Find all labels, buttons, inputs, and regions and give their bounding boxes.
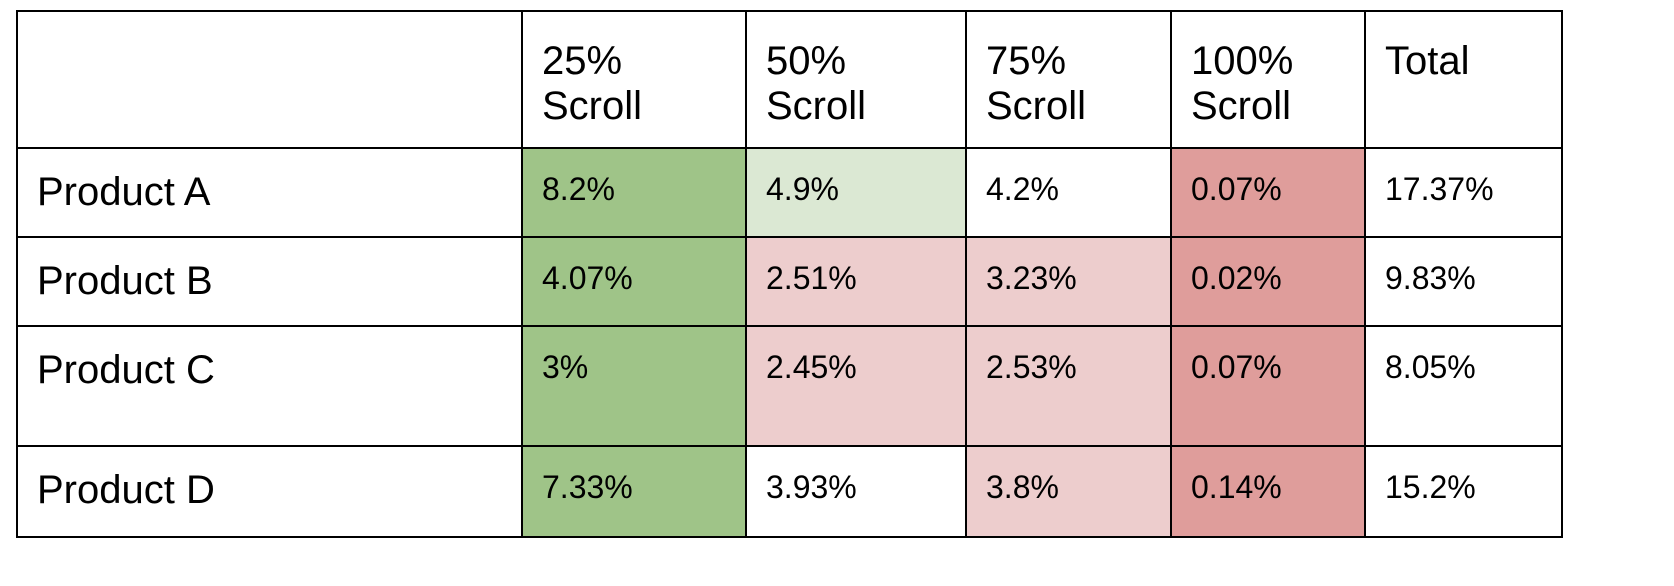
row-label: Product B: [16, 236, 523, 327]
column-header-line: Scroll: [766, 84, 867, 128]
value-cell: 0.02%: [1170, 236, 1366, 327]
value-cell: 3%: [521, 325, 747, 447]
value-cell: 3.93%: [745, 445, 967, 538]
value-cell: 4.9%: [745, 147, 967, 238]
header-row: 25% Scroll 50% Scroll 75% Scroll 100% Sc…: [16, 10, 1563, 149]
value-cell: 0.07%: [1170, 147, 1366, 238]
column-header-line: Scroll: [542, 84, 643, 128]
row-label: Product A: [16, 147, 523, 238]
value-cell: 0.14%: [1170, 445, 1366, 538]
value-cell: 2.51%: [745, 236, 967, 327]
column-header-line: 50%: [766, 39, 847, 83]
row-label: Product C: [16, 325, 523, 447]
column-header-75: 75% Scroll: [965, 10, 1172, 149]
corner-cell: [16, 10, 523, 149]
column-header-total: Total: [1364, 10, 1563, 149]
value-cell: 2.53%: [965, 325, 1172, 447]
row-label: Product D: [16, 445, 523, 538]
value-cell: 0.07%: [1170, 325, 1366, 447]
table-row: Product C 3% 2.45% 2.53% 0.07% 8.05%: [16, 325, 1563, 447]
total-cell: 8.05%: [1364, 325, 1563, 447]
value-cell: 3.8%: [965, 445, 1172, 538]
column-header-25: 25% Scroll: [521, 10, 747, 149]
column-header-line: Scroll: [986, 84, 1087, 128]
total-cell: 15.2%: [1364, 445, 1563, 538]
value-cell: 2.45%: [745, 325, 967, 447]
value-cell: 4.2%: [965, 147, 1172, 238]
column-header-line: Total: [1385, 39, 1470, 83]
column-header-line: 100%: [1191, 39, 1294, 83]
value-cell: 4.07%: [521, 236, 747, 327]
value-cell: 3.23%: [965, 236, 1172, 327]
table-row: Product A 8.2% 4.9% 4.2% 0.07% 17.37%: [16, 147, 1563, 238]
column-header-line: 75%: [986, 39, 1067, 83]
scroll-depth-table: 25% Scroll 50% Scroll 75% Scroll 100% Sc…: [16, 10, 1563, 538]
column-header-50: 50% Scroll: [745, 10, 967, 149]
value-cell: 8.2%: [521, 147, 747, 238]
column-header-100: 100% Scroll: [1170, 10, 1366, 149]
table-row: Product D 7.33% 3.93% 3.8% 0.14% 15.2%: [16, 445, 1563, 538]
value-cell: 7.33%: [521, 445, 747, 538]
table-row: Product B 4.07% 2.51% 3.23% 0.02% 9.83%: [16, 236, 1563, 327]
total-cell: 9.83%: [1364, 236, 1563, 327]
column-header-line: 25%: [542, 39, 623, 83]
column-header-line: Scroll: [1191, 84, 1292, 128]
total-cell: 17.37%: [1364, 147, 1563, 238]
